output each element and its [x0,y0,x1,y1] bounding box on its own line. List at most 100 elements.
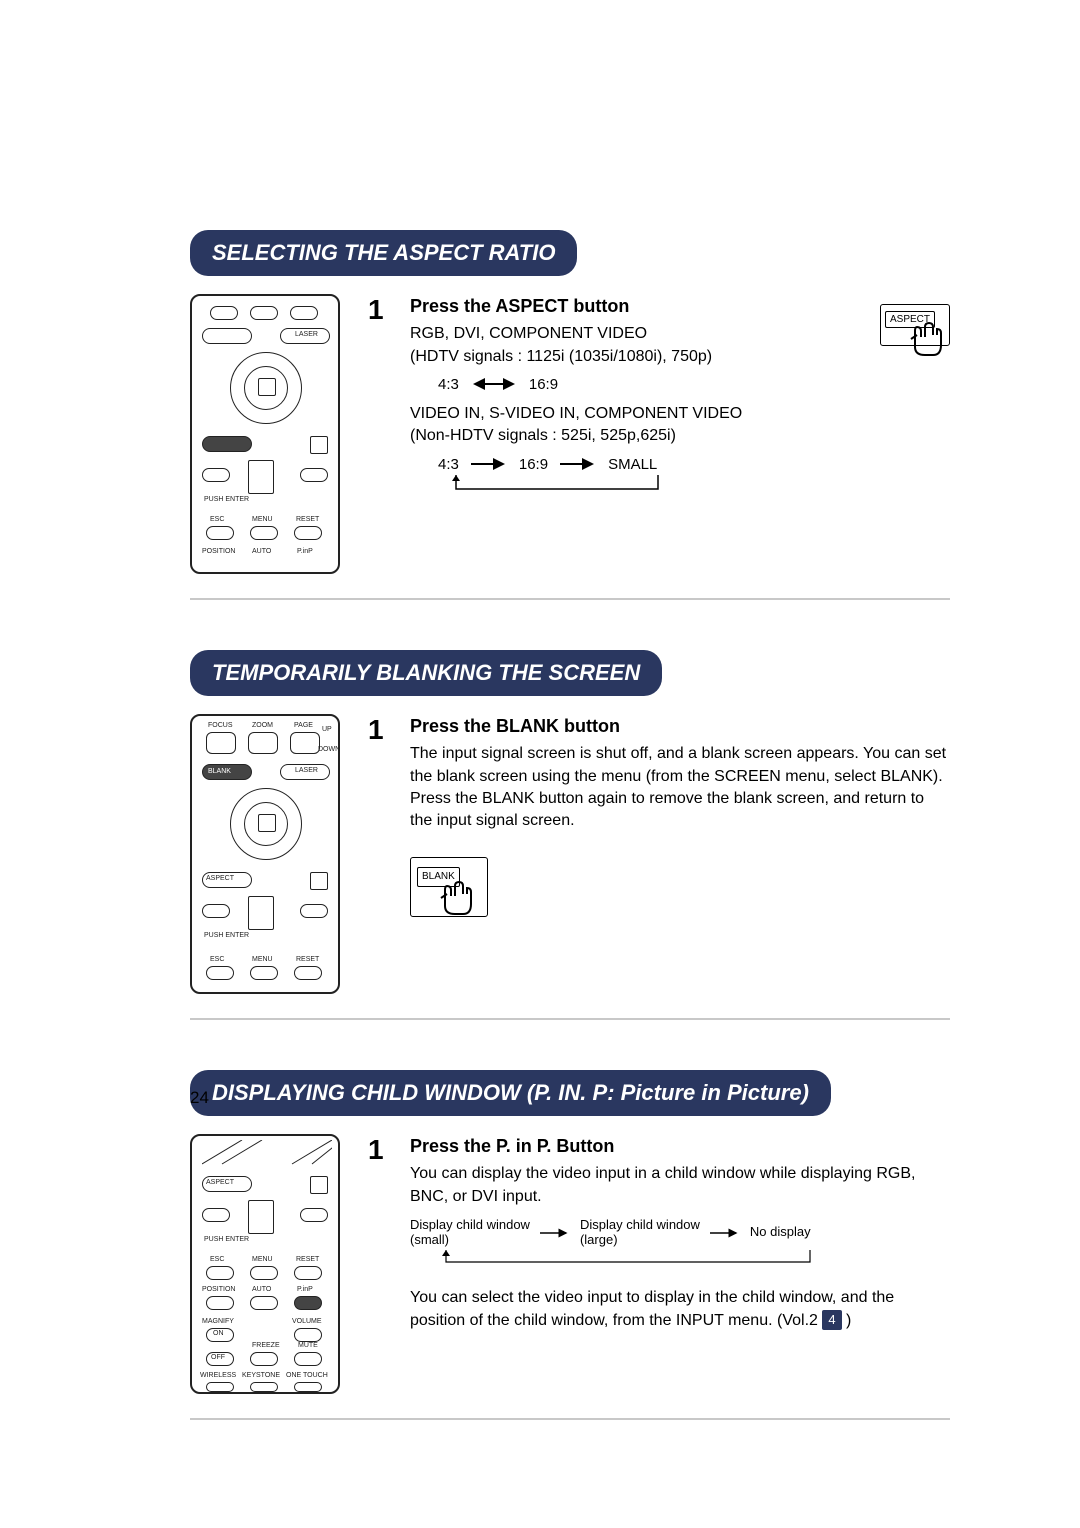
content-blank: 1 Press the BLANK button The input signa… [368,714,950,917]
step-number: 1 [368,1134,396,1166]
section-divider [190,1418,950,1420]
page-ref-badge: 4 [822,1310,841,1330]
remote-pinp-label: P.inP [297,1286,313,1293]
line-non-hdtv-signals: (Non-HDTV signals : 525i, 525p,625i) [410,425,950,447]
flow-small-window: Display child window (small) [410,1218,530,1248]
step-1-blank: 1 Press the BLANK button The input signa… [368,714,950,917]
remote-reset-label: RESET [296,956,319,963]
remote-freeze-label: FREEZE [252,1342,280,1349]
remote-position-label: POSITION [202,1286,235,1293]
right-arrow-icon [558,456,598,472]
ratio-16-9-b: 16:9 [519,454,548,475]
remote-onetouch-label: ONE TOUCH [286,1372,328,1379]
step-body: Press the BLANK button The input signal … [410,714,950,917]
section-divider [190,598,950,600]
banner-aspect-ratio: SELECTING THE ASPECT RATIO [190,230,577,276]
section-aspect-ratio: SELECTING THE ASPECT RATIO ZOOM BLANK LA… [190,230,950,600]
remote-auto-label: AUTO [252,548,271,555]
remote-page-label: PAGE [294,722,313,729]
ratio-16-9: 16:9 [529,374,558,395]
step-title: Press the P. in P. Button [410,1134,950,1159]
remote-esc-label: ESC [210,956,224,963]
step-title: Press the BLANK button [410,714,950,739]
right-arrow-icon [538,1226,572,1240]
remote-reset-label: RESET [296,516,319,523]
remote-magnify-label: MAGNIFY [202,1318,234,1325]
content-child-window: 1 Press the P. in P. Button You can disp… [368,1134,950,1332]
remote-menu-label: MENU [252,516,273,523]
line-video-in: VIDEO IN, S-VIDEO IN, COMPONENT VIDEO [410,403,950,425]
aspect-flow-1: 4:3 16:9 [438,374,950,395]
flow-no-display: No display [750,1225,811,1240]
remote-up-label: UP [322,726,332,733]
remote-laser-label: LASER [295,331,318,338]
loop-back-arrow-icon [438,475,698,501]
pip-body1: You can display the video input in a chi… [410,1163,950,1208]
remote-illustration-2: FOCUS ZOOM PAGE UP DOWN BLANK LASER ASPE… [190,714,340,994]
right-arrow-icon [708,1226,742,1240]
remote-menu-label: MENU [252,956,273,963]
blank-body: The input signal screen is shut off, and… [410,743,950,833]
remote-esc-label: ESC [210,1256,224,1263]
remote-zoom-label: ZOOM [252,722,273,729]
remote-push-enter-label: PUSH ENTER [204,932,249,939]
step-body: Press the P. in P. Button You can displa… [410,1134,950,1332]
remote-wireless-label: WIRELESS [200,1372,236,1379]
step-body: Press the ASPECT button RGB, DVI, COMPON… [410,294,950,508]
section-child-window: DISPLAYING CHILD WINDOW (P. IN. P: Pictu… [190,1070,950,1420]
banner-blank-screen: TEMPORARILY BLANKING THE SCREEN [190,650,662,696]
step-title: Press the ASPECT button [410,294,950,319]
remote-down-label: DOWN [318,746,340,753]
section-divider [190,1018,950,1020]
remote-position-label: POSITION [202,548,235,555]
page-number: 24 [190,1088,209,1108]
page: SELECTING THE ASPECT RATIO ZOOM BLANK LA… [0,0,1080,1420]
remote-push-enter-label: PUSH ENTER [204,1236,249,1243]
remote-volume-label: VOLUME [292,1318,322,1325]
remote-focus-label: FOCUS [208,722,233,729]
aspect-button-hand-icon: ASPECT [880,304,980,394]
remote-auto-label: AUTO [252,1286,271,1293]
blank-button-hand-icon: BLANK [410,857,488,917]
step-1: 1 Press the ASPECT button RGB, DVI, COMP… [368,294,950,508]
hand-icon [907,319,947,359]
remote-esc-label: ESC [210,516,224,523]
content-aspect: 1 Press the ASPECT button RGB, DVI, COMP… [368,294,950,508]
remote-reset-label: RESET [296,1256,319,1263]
hand-icon [437,878,477,918]
remote-menu-label: MENU [252,1256,273,1263]
remote-keystone-label: KEYSTONE [242,1372,280,1379]
loop-back-arrow-icon [410,1250,830,1270]
ratio-4-3-b: 4:3 [438,454,459,475]
remote-aspect-label: ASPECT [206,1179,234,1186]
right-arrow-icon [469,456,509,472]
remote-laser-label: LASER [295,767,318,774]
remote-aspect-label: ASPECT [206,875,234,882]
remote-blank-label: BLANK [208,768,231,775]
remote-pinp-label: P.inP [297,548,313,555]
section-blank-screen: TEMPORARILY BLANKING THE SCREEN FOCUS ZO… [190,650,950,1020]
remote-illustration-3: ASPECT PUSH ENTER ESC MENU RESET POSITIO… [190,1134,340,1394]
ratio-4-3: 4:3 [438,374,459,395]
remote-push-enter-label: PUSH ENTER [204,496,249,503]
section-body: ASPECT PUSH ENTER ESC MENU RESET POSITIO… [190,1134,950,1394]
step-number: 1 [368,714,396,746]
small-b: SMALL [608,454,657,475]
pip-flow: Display child window (small) Display chi… [410,1218,950,1248]
pip-body2: You can select the video input to displa… [410,1287,950,1332]
step-1-pip: 1 Press the P. in P. Button You can disp… [368,1134,950,1332]
section-body: FOCUS ZOOM PAGE UP DOWN BLANK LASER ASPE… [190,714,950,994]
line-rgb-dvi: RGB, DVI, COMPONENT VIDEO [410,323,950,345]
flow-large-window: Display child window (large) [580,1218,700,1248]
aspect-flow-2: 4:3 16:9 SMALL [438,454,950,475]
decorative-lines-icon [202,1140,332,1170]
banner-child-window: DISPLAYING CHILD WINDOW (P. IN. P: Pictu… [190,1070,831,1116]
section-body: ZOOM BLANK LASER ASPECT PUSH ENTER ESC M… [190,294,950,574]
remote-on-label: ON [213,1330,224,1337]
double-arrow-icon [469,376,519,392]
line-hdtv-signals: (HDTV signals : 1125i (1035i/1080i), 750… [410,346,950,368]
remote-off-label: OFF [211,1354,225,1361]
remote-mute-label: MUTE [298,1342,318,1349]
step-number: 1 [368,294,396,326]
remote-illustration-1: ZOOM BLANK LASER ASPECT PUSH ENTER ESC M… [190,294,340,574]
